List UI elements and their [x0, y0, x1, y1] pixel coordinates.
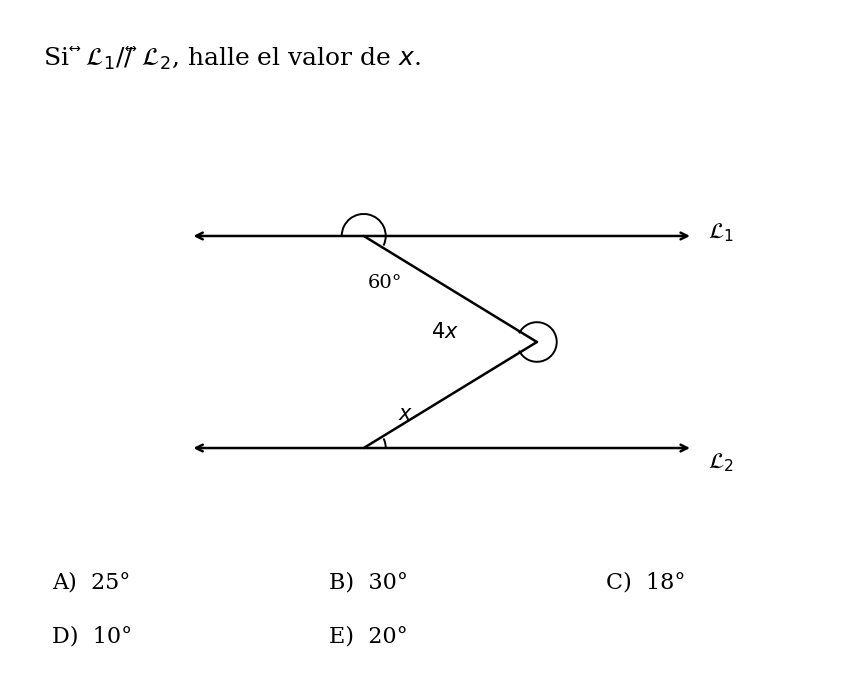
Text: $x$: $x$: [398, 405, 413, 424]
Text: Si $\overleftrightarrow{\mathcal{L}}_1 // \overleftrightarrow{\mathcal{L}}_2$, h: Si $\overleftrightarrow{\mathcal{L}}_1 /…: [43, 44, 421, 72]
Text: D)  10°: D) 10°: [52, 626, 132, 648]
Text: $\mathcal{L}_2$: $\mathcal{L}_2$: [708, 451, 734, 475]
Text: $4x$: $4x$: [431, 321, 459, 342]
Text: C)  18°: C) 18°: [606, 571, 686, 593]
Text: $\mathcal{L}_1$: $\mathcal{L}_1$: [708, 221, 734, 244]
Text: B)  30°: B) 30°: [329, 571, 408, 593]
Text: 60°: 60°: [368, 274, 403, 291]
Text: A)  25°: A) 25°: [52, 571, 131, 593]
Text: E)  20°: E) 20°: [329, 626, 408, 648]
